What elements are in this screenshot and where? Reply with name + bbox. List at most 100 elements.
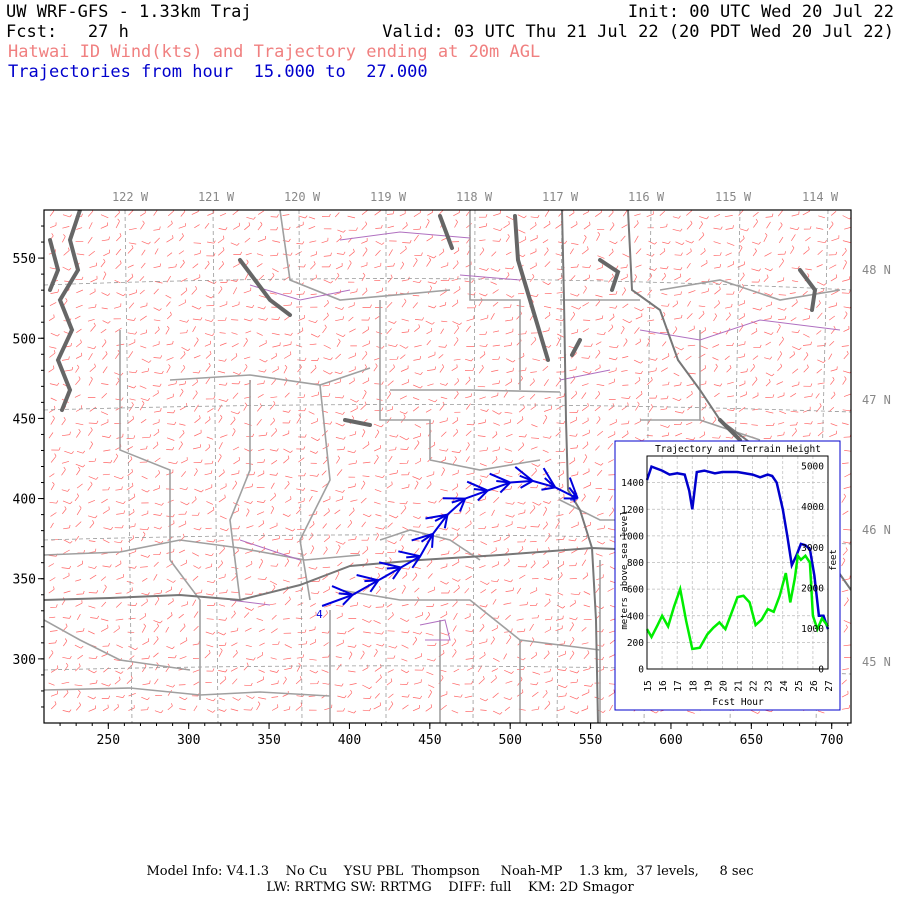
trajectory-arrow <box>356 574 380 593</box>
y-tick-label: 350 <box>13 573 36 588</box>
longitude-label: 115 W <box>715 190 752 204</box>
water-body <box>798 268 818 312</box>
water-body <box>718 418 742 442</box>
county-line <box>119 330 171 560</box>
county-line-purple <box>559 369 611 381</box>
x-tick-label: 650 <box>740 733 763 748</box>
x-tick-label: 600 <box>659 733 682 748</box>
longitude-label: 119 W <box>370 190 407 204</box>
trajectory-arrow <box>331 585 354 606</box>
longitude-label: 121 W <box>198 190 235 204</box>
inset-y-tick-label: 400 <box>627 611 644 622</box>
inset-x-tick-label: 24 <box>779 680 790 692</box>
trajectory-arrow <box>398 550 421 569</box>
inset-frame <box>614 440 841 711</box>
latitude-label: 47 N <box>862 393 891 407</box>
state-border <box>44 546 641 602</box>
inset-y-tick-label: 0 <box>638 665 644 676</box>
trajectory-terrain-inset: Trajectory and Terrain Height meters abo… <box>614 440 841 711</box>
longitude-label: 117 W <box>542 190 579 204</box>
water-body <box>438 214 454 250</box>
inset-y-tick-label: 1400 <box>621 478 644 489</box>
county-line <box>429 459 541 471</box>
water-body <box>343 418 372 427</box>
inset-x-tick-label: 27 <box>824 680 835 691</box>
model-info-line: Model Info: V4.1.3 No Cu YSU PBL Thompso… <box>146 864 754 879</box>
county-line-purple <box>459 274 521 281</box>
map-subtitle: Hatwai ID Wind(kts) and Trajectory endin… <box>8 42 541 62</box>
trajectory-end-marker: 4 <box>570 493 577 506</box>
x-tick-label: 500 <box>498 733 521 748</box>
inset-y-tick-label: 1000 <box>621 531 644 542</box>
trajectory-arrow <box>378 561 402 580</box>
trajectory-arrow <box>541 467 557 491</box>
inset-y-right-tick-label: 1000 <box>801 624 824 635</box>
inset-x-tick-label: 22 <box>749 680 760 691</box>
init-time: Init: 00 UTC Wed 20 Jul 22 <box>627 2 894 22</box>
trajectory-arrow <box>489 472 511 494</box>
inset-y-right-tick-label: 2000 <box>801 583 824 594</box>
latitude-label: 46 N <box>862 523 891 537</box>
valid-time: Valid: 03 UTC Thu 21 Jul 22 (20 PDT Wed … <box>382 22 894 42</box>
x-tick-label: 300 <box>177 733 200 748</box>
trajectory-arrow <box>425 513 449 529</box>
y-tick-label: 500 <box>13 332 36 347</box>
x-tick-label: 250 <box>97 733 120 748</box>
county-line <box>169 559 201 700</box>
inset-ylabel-right: feet <box>829 549 839 571</box>
county-line-purple <box>419 619 451 641</box>
longitude-label: 118 W <box>456 190 493 204</box>
physics-info-line: LW: RRTMG SW: RRTMG DIFF: full KM: 2D Sm… <box>266 880 634 895</box>
inset-ylabel: meters above sea level <box>620 510 630 629</box>
county-line-purple <box>249 284 351 301</box>
county-line <box>469 210 521 390</box>
longitude-label: 116 W <box>628 190 665 204</box>
water-body <box>570 338 582 357</box>
x-tick-label: 400 <box>338 733 361 748</box>
state-border <box>591 547 599 723</box>
trajectory-height-line <box>645 464 830 630</box>
trajectory-arrow <box>411 532 435 548</box>
inset-xlabel: Fcst Hour <box>712 697 764 708</box>
latitude-label: 48 N <box>862 263 891 277</box>
inset-x-tick-label: 19 <box>703 680 714 692</box>
trajectory-arrow <box>466 480 489 502</box>
county-line <box>279 210 451 301</box>
inset-x-tick-label: 23 <box>764 680 775 691</box>
y-tick-label: 400 <box>13 493 36 508</box>
y-tick-label: 450 <box>13 412 36 427</box>
water-body <box>55 210 82 412</box>
inset-y-right-tick-label: 3000 <box>801 543 824 554</box>
water-body <box>48 238 61 292</box>
inset-y-tick-label: 800 <box>627 558 644 569</box>
longitude-label: 120 W <box>284 190 321 204</box>
inset-y-tick-label: 1200 <box>621 505 644 516</box>
county-lines <box>44 210 841 723</box>
trajectory-arrow <box>442 497 467 512</box>
county-line-purple <box>229 599 271 606</box>
model-title: UW WRF-GFS - 1.33km Traj <box>6 2 252 22</box>
trajectory-range: Trajectories from hour 15.000 to 27.000 <box>8 62 428 82</box>
state-border <box>561 210 593 549</box>
county-line <box>44 619 191 671</box>
inset-x-tick-label: 20 <box>718 680 729 692</box>
trajectory-start-marker: 4 <box>316 608 323 621</box>
county-line <box>229 380 251 601</box>
inset-y-right-tick-label: 5000 <box>801 462 824 473</box>
longitude-label: 122 W <box>112 190 149 204</box>
inset-x-tick-label: 16 <box>658 680 669 692</box>
inset-x-tick-label: 21 <box>734 680 745 692</box>
longitude-label: 114 W <box>802 190 839 204</box>
forecast-hour: Fcst: 27 h <box>6 22 129 42</box>
x-tick-label: 450 <box>418 733 441 748</box>
inset-title: Trajectory and Terrain Height <box>655 444 821 455</box>
inset-x-tick-label: 25 <box>794 680 805 691</box>
inset-plot-area <box>646 455 829 670</box>
inset-y-tick-label: 600 <box>627 585 644 596</box>
county-line-purple <box>239 539 301 561</box>
water-body <box>598 258 621 292</box>
county-line <box>169 367 371 386</box>
county-line <box>44 539 361 561</box>
inset-x-tick-label: 17 <box>673 680 684 691</box>
